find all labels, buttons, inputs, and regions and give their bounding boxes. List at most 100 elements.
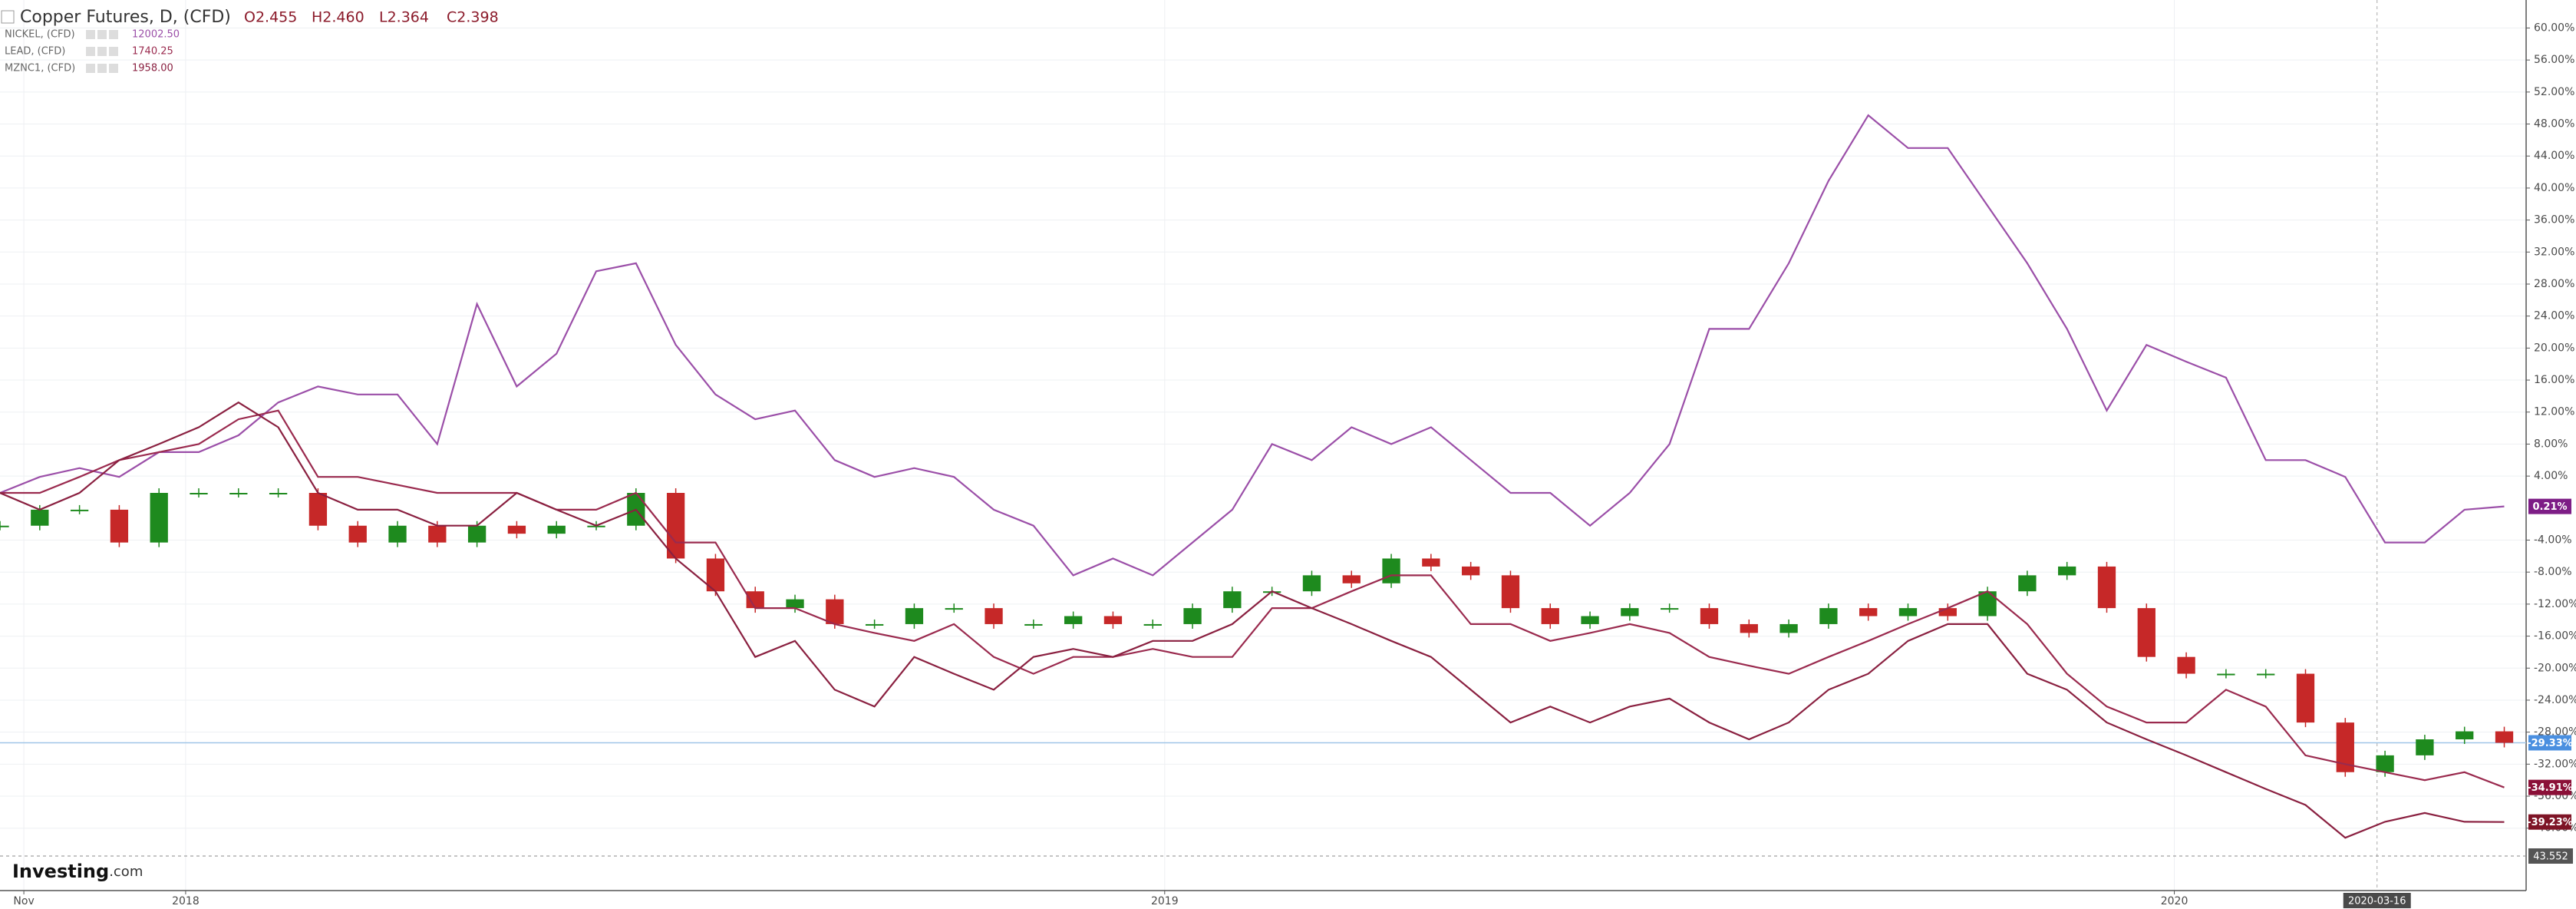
end-label: -39.23%: [2527, 817, 2573, 828]
candle: [945, 608, 963, 610]
candle: [2296, 673, 2315, 723]
legend-name: MZNC1, (CFD): [5, 63, 75, 74]
logo-brand: Investing: [12, 861, 109, 882]
x-tick-label: 2020: [2161, 895, 2188, 907]
candle: [786, 599, 804, 609]
candle: [865, 623, 884, 626]
candle: [1024, 623, 1043, 626]
candle: [2097, 566, 2116, 609]
x-tick-label: 2018: [172, 895, 200, 907]
end-label-box: [2528, 814, 2571, 830]
y-tick-label: 60.00%: [2534, 21, 2574, 34]
series-line: [0, 114, 2505, 577]
candle: [229, 493, 248, 495]
x-tick-label: 2019: [1151, 895, 1179, 907]
y-tick-label: -20.00%: [2534, 662, 2576, 674]
y-tick-label: 8.00%: [2534, 438, 2568, 450]
candle: [905, 608, 924, 624]
candle: [269, 493, 288, 495]
candle: [348, 525, 367, 543]
candle: [826, 599, 844, 624]
end-label: -34.91%: [2527, 782, 2573, 794]
legend-icon: [109, 64, 118, 73]
legend-icon: [97, 30, 107, 39]
candle: [1740, 623, 1758, 633]
collapse-icon[interactable]: [1, 10, 15, 24]
price-label-box: [2528, 848, 2573, 864]
candle: [1302, 575, 1321, 592]
candle: [2018, 575, 2037, 592]
candle: [1581, 616, 1599, 624]
candle: [70, 509, 89, 511]
legend-icon: [86, 47, 95, 56]
legend-icon: [109, 30, 118, 39]
y-tick-label: 4.00%: [2534, 470, 2568, 482]
candle: [2058, 566, 2076, 576]
candle: [428, 525, 447, 543]
candle: [2217, 673, 2235, 676]
candle: [1223, 591, 1242, 609]
candle: [1898, 608, 1918, 616]
end-label-box: [2528, 735, 2571, 751]
legend-price: 1740.25: [132, 46, 173, 58]
legend-icon: [86, 64, 95, 73]
candle: [1501, 575, 1520, 609]
candle: [388, 525, 407, 543]
legend-price: 1958.00: [132, 63, 173, 74]
candle: [2177, 656, 2195, 674]
candle: [308, 493, 328, 526]
candle: [1700, 608, 1719, 624]
y-tick-label: 36.00%: [2534, 214, 2574, 226]
candle: [507, 525, 526, 534]
candle: [1183, 608, 1202, 624]
legend-icon: [97, 47, 107, 56]
candle: [2137, 608, 2155, 657]
candle: [547, 525, 566, 534]
plot: [0, 114, 2526, 839]
candle: [1621, 608, 1639, 616]
legend-icon: [109, 47, 118, 56]
y-tick-label: 52.00%: [2534, 86, 2574, 98]
end-label: 0.21%: [2532, 501, 2567, 513]
candle: [467, 525, 487, 543]
y-tick-label: 44.00%: [2534, 150, 2574, 162]
y-tick-label: 32.00%: [2534, 246, 2574, 258]
crosshair-label-box: [2343, 893, 2411, 908]
candle: [1661, 608, 1679, 610]
candle: [666, 493, 685, 559]
candle: [0, 525, 9, 527]
legend: NICKEL, (CFD) 12002.50 LEAD, (CFD) 1740.25 M…: [5, 29, 180, 74]
ohlc-value: H2.460: [312, 9, 364, 26]
x-tick-label: Nov: [13, 895, 34, 907]
y-tick-label: 28.00%: [2534, 278, 2574, 290]
candle: [1938, 608, 1957, 616]
y-tick-label: 20.00%: [2534, 342, 2574, 354]
candle: [31, 509, 49, 526]
y-tick-label: -4.00%: [2534, 534, 2572, 547]
grid: [0, 0, 2526, 891]
candle: [2376, 755, 2394, 772]
ohlc-value: C2.398: [447, 9, 499, 26]
ohlc-value: O2.455: [244, 9, 297, 26]
crosshair-label: 2020-03-16: [2348, 896, 2406, 907]
candle: [1462, 566, 1480, 576]
candle: [2257, 673, 2275, 676]
y-tick-label: -32.00%: [2534, 758, 2576, 770]
candle: [1143, 623, 1162, 626]
series-line: [0, 409, 2505, 788]
y-tick-label: -8.00%: [2534, 566, 2572, 578]
candle: [1422, 558, 1440, 567]
candle: [1541, 608, 1559, 624]
y-tick-label: 12.00%: [2534, 406, 2574, 418]
y-tick-label: 16.00%: [2534, 374, 2574, 386]
legend-price: 12002.50: [132, 29, 180, 41]
candle: [2416, 739, 2434, 755]
candle: [1859, 608, 1878, 616]
y-tick-label: 24.00%: [2534, 310, 2574, 322]
candle: [190, 493, 208, 495]
price-label: 43.552: [2533, 851, 2568, 863]
legend-icon: [86, 30, 95, 39]
legend-name: NICKEL, (CFD): [5, 29, 75, 41]
